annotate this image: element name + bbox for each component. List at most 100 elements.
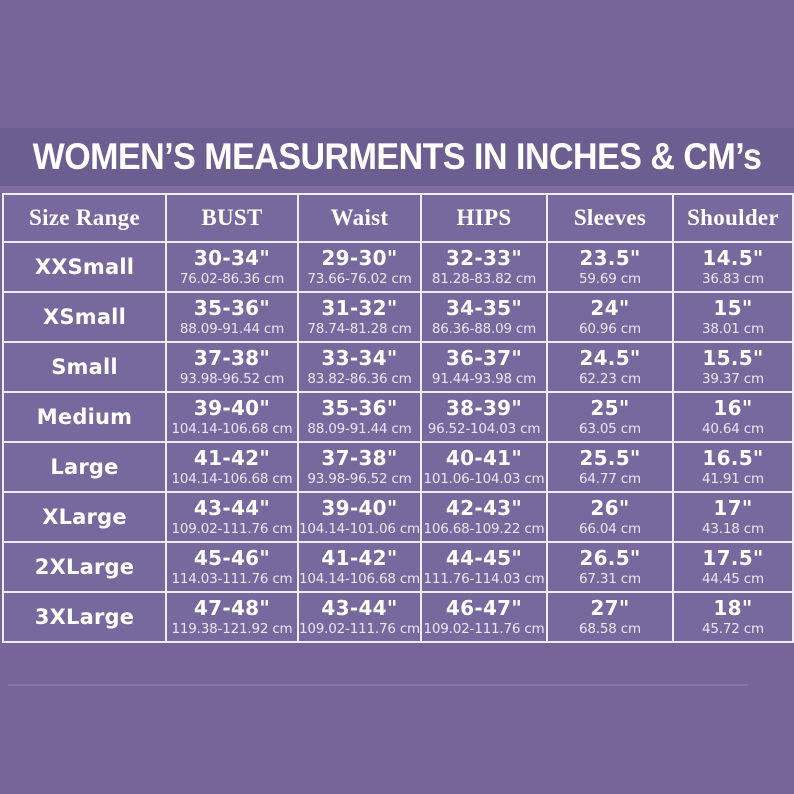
sleeves-cell: 25.5" 64.77 cm <box>546 441 674 493</box>
inches-value: 39-40" <box>193 396 271 420</box>
bust-cell: 30-34" 76.02-86.36 cm <box>165 241 299 293</box>
inches-value: 26" <box>590 496 630 520</box>
waist-cell: 39-40" 104.14-101.06 cm <box>297 491 422 543</box>
cm-value: 76.02-86.36 cm <box>179 271 285 287</box>
inches-value: 16" <box>713 396 753 420</box>
size-label: XSmall <box>2 291 167 343</box>
hips-cell: 36-37" 91.44-93.98 cm <box>420 341 548 393</box>
inches-value: 38-39" <box>445 396 523 420</box>
cm-value: 40.64 cm <box>702 421 764 437</box>
sleeves-cell: 24" 60.96 cm <box>546 291 674 343</box>
inches-value: 34-35" <box>445 296 523 320</box>
inches-value: 25" <box>590 396 630 420</box>
cm-value: 62.23 cm <box>579 371 641 387</box>
size-label: Medium <box>2 391 167 443</box>
inches-value: 37-38" <box>321 446 398 470</box>
shoulder-cell: 16" 40.64 cm <box>672 391 794 443</box>
column-header-waist: Waist <box>297 193 422 243</box>
cm-value: 64.77 cm <box>579 471 641 487</box>
sleeves-cell: 26.5" 67.31 cm <box>546 541 674 593</box>
cm-value: 104.14-101.06 cm <box>299 521 421 537</box>
table-header-row: Size Range BUST Waist HIPS Sleeves Shoul… <box>2 193 794 243</box>
shoulder-cell: 15.5" 39.37 cm <box>672 341 794 393</box>
cm-value: 104.14-106.68 cm <box>299 571 421 587</box>
hips-cell: 38-39" 96.52-104.03 cm <box>420 391 548 443</box>
inches-value: 44-45" <box>445 546 523 570</box>
cm-value: 41.91 cm <box>702 471 764 487</box>
bust-cell: 47-48" 119.38-121.92 cm <box>165 591 299 643</box>
sleeves-cell: 27" 68.58 cm <box>546 591 674 643</box>
waist-cell: 37-38" 93.98-96.52 cm <box>297 441 422 493</box>
bust-cell: 35-36" 88.09-91.44 cm <box>165 291 299 343</box>
inches-value: 14.5" <box>702 246 764 270</box>
cm-value: 93.98-96.52 cm <box>179 371 285 387</box>
inches-value: 31-32" <box>321 296 398 320</box>
hips-cell: 32-33" 81.28-83.82 cm <box>420 241 548 293</box>
inches-value: 17" <box>713 496 753 520</box>
cm-value: 109.02-111.76 cm <box>171 521 293 537</box>
shoulder-cell: 15" 38.01 cm <box>672 291 794 343</box>
hips-cell: 34-35" 86.36-88.09 cm <box>420 291 548 343</box>
sleeves-cell: 26" 66.04 cm <box>546 491 674 543</box>
cm-value: 104.14-106.68 cm <box>171 421 293 437</box>
cm-value: 36.83 cm <box>702 271 764 287</box>
cm-value: 68.58 cm <box>579 621 641 637</box>
column-header-shoulder: Shoulder <box>672 193 794 243</box>
table-row-xlarge: XLarge 43-44" 109.02-111.76 cm 39-40" 10… <box>2 491 794 543</box>
cm-value: 114.03-111.76 cm <box>171 571 293 587</box>
inches-value: 42-43" <box>445 496 523 520</box>
inches-value: 29-30" <box>321 246 398 270</box>
cm-value: 88.09-91.44 cm <box>307 421 412 437</box>
column-header-size-range: Size Range <box>2 193 167 243</box>
table-row-medium: Medium 39-40" 104.14-106.68 cm 35-36" 88… <box>2 391 794 443</box>
hips-cell: 40-41" 101.06-104.03 cm <box>420 441 548 493</box>
column-header-bust: BUST <box>165 193 299 243</box>
cm-value: 60.96 cm <box>579 321 641 337</box>
size-label: Small <box>2 341 167 393</box>
cm-value: 81.28-83.82 cm <box>431 271 537 287</box>
waist-cell: 33-34" 83.82-86.36 cm <box>297 341 422 393</box>
inches-value: 40-41" <box>445 446 523 470</box>
shoulder-cell: 17" 43.18 cm <box>672 491 794 543</box>
shoulder-cell: 18" 45.72 cm <box>672 591 794 643</box>
inches-value: 32-33" <box>445 246 523 270</box>
inches-value: 26.5" <box>579 546 641 570</box>
inches-value: 16.5" <box>702 446 764 470</box>
cm-value: 111.76-114.03 cm <box>423 571 545 587</box>
bust-cell: 41-42" 104.14-106.68 cm <box>165 441 299 493</box>
inches-value: 23.5" <box>579 246 641 270</box>
shoulder-cell: 14.5" 36.83 cm <box>672 241 794 293</box>
inches-value: 41-42" <box>193 446 271 470</box>
cm-value: 45.72 cm <box>702 621 764 637</box>
size-label: 2XLarge <box>2 541 167 593</box>
cm-value: 63.05 cm <box>579 421 641 437</box>
cm-value: 39.37 cm <box>702 371 764 387</box>
size-chart-table: Size Range BUST Waist HIPS Sleeves Shoul… <box>2 193 794 643</box>
cm-value: 38.01 cm <box>702 321 764 337</box>
cm-value: 83.82-86.36 cm <box>307 371 412 387</box>
inches-value: 36-37" <box>445 346 523 370</box>
inches-value: 18" <box>713 596 753 620</box>
waist-cell: 43-44" 109.02-111.76 cm <box>297 591 422 643</box>
hips-cell: 42-43" 106.68-109.22 cm <box>420 491 548 543</box>
sleeves-cell: 24.5" 62.23 cm <box>546 341 674 393</box>
size-label: Large <box>2 441 167 493</box>
sleeves-cell: 23.5" 59.69 cm <box>546 241 674 293</box>
inches-value: 35-36" <box>193 296 271 320</box>
cm-value: 88.09-91.44 cm <box>179 321 285 337</box>
inches-value: 30-34" <box>193 246 271 270</box>
title-table-divider <box>0 186 794 193</box>
cm-value: 86.36-88.09 cm <box>431 321 537 337</box>
cm-value: 73.66-76.02 cm <box>307 271 412 287</box>
inches-value: 27" <box>590 596 630 620</box>
hips-cell: 44-45" 111.76-114.03 cm <box>420 541 548 593</box>
decorative-divider <box>8 684 748 686</box>
inches-value: 25.5" <box>579 446 641 470</box>
inches-value: 45-46" <box>193 546 271 570</box>
inches-value: 24" <box>590 296 630 320</box>
cm-value: 101.06-104.03 cm <box>423 471 545 487</box>
shoulder-cell: 17.5" 44.45 cm <box>672 541 794 593</box>
column-header-sleeves: Sleeves <box>546 193 674 243</box>
column-header-hips: HIPS <box>420 193 548 243</box>
